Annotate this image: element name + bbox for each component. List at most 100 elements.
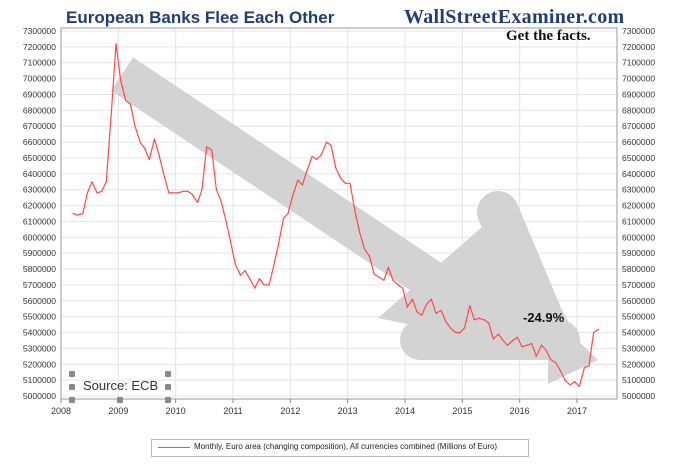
source-label: Source: ECB (83, 378, 159, 393)
data-point (187, 190, 189, 192)
legend: Monthly, Euro area (changing composition… (151, 439, 529, 457)
percent-change-label: -24.9% (523, 310, 565, 325)
data-point (191, 193, 193, 196)
data-point (593, 331, 595, 334)
data-point (540, 344, 543, 346)
data-point (426, 303, 428, 305)
y-tick-label-left: 6400000 (23, 169, 56, 179)
data-point (163, 173, 165, 175)
y-tick-label-right: 6700000 (622, 121, 655, 131)
data-point (220, 200, 222, 202)
data-point (574, 381, 576, 383)
y-tick-label-right: 5900000 (622, 248, 655, 258)
data-point (110, 109, 113, 111)
brand-logo: WallStreetExaminer.com (404, 6, 625, 28)
data-point (244, 270, 246, 272)
y-tick-label-left: 6900000 (23, 89, 56, 99)
resize-handle-ne[interactable] (165, 371, 171, 377)
data-point (483, 319, 485, 321)
y-tick-label-left: 5000000 (23, 391, 56, 401)
y-tick-label-right: 5500000 (622, 312, 655, 322)
y-tick-label-left: 5200000 (23, 359, 56, 369)
brand-tagline: Get the facts. (506, 28, 591, 44)
data-point (182, 190, 184, 192)
data-point (311, 155, 313, 157)
data-point (564, 379, 566, 381)
trend-arrow-shaft (110, 57, 458, 307)
legend-label: Monthly, Euro area (changing composition… (194, 442, 498, 451)
y-tick-label-left: 5500000 (23, 312, 56, 322)
data-point (416, 311, 418, 313)
data-point (354, 211, 356, 213)
resize-handle-nw[interactable] (69, 371, 75, 377)
resize-handle-sw[interactable] (69, 397, 75, 403)
y-tick-label-right: 7200000 (622, 42, 655, 52)
data-point (349, 182, 351, 184)
y-tick-label-right: 7300000 (622, 26, 655, 36)
data-point (215, 189, 217, 191)
data-point (158, 154, 160, 156)
data-point (206, 146, 208, 148)
y-tick-label-left: 7000000 (23, 74, 56, 84)
curved-arrow-shaft (477, 191, 561, 333)
y-tick-label-left: 6500000 (23, 153, 56, 163)
x-tick-label: 2017 (567, 406, 587, 416)
data-point (550, 358, 552, 361)
y-tick-label-right: 7100000 (622, 58, 655, 68)
data-point (373, 273, 375, 275)
data-point (234, 263, 236, 265)
data-point (454, 331, 457, 334)
y-tick-label-right: 6600000 (622, 137, 655, 147)
data-point (292, 195, 294, 197)
data-point (478, 317, 480, 319)
data-point (249, 277, 251, 280)
data-point (148, 158, 150, 161)
y-tick-label-right: 6900000 (622, 89, 655, 99)
resize-handle-w[interactable] (69, 384, 75, 390)
data-point (263, 284, 265, 286)
data-point (139, 141, 141, 143)
data-point (82, 212, 84, 215)
data-point (297, 179, 299, 181)
data-point (239, 274, 242, 276)
data-point (502, 339, 504, 342)
y-tick-label-left: 6600000 (23, 137, 56, 147)
data-point (531, 343, 533, 345)
data-point (512, 339, 514, 342)
data-point (177, 192, 179, 194)
data-point (144, 147, 146, 150)
data-point (435, 312, 437, 315)
data-point (105, 181, 107, 183)
data-point (196, 201, 199, 203)
y-tick-label-right: 5100000 (622, 375, 655, 385)
resize-handle-s[interactable] (117, 397, 123, 403)
x-tick-label: 2015 (452, 406, 472, 416)
data-point (497, 333, 500, 335)
data-point (325, 141, 328, 143)
resize-handle-se[interactable] (165, 397, 171, 403)
data-point (335, 166, 337, 169)
data-point (430, 298, 432, 300)
y-tick-label-left: 6300000 (23, 185, 56, 195)
data-point (440, 309, 442, 311)
data-point (492, 338, 494, 340)
data-point (282, 217, 285, 219)
data-point (469, 304, 471, 307)
data-point (96, 192, 98, 194)
resize-handle-e[interactable] (165, 384, 171, 390)
data-point (277, 244, 279, 246)
data-point (406, 306, 408, 308)
legend-swatch (158, 447, 190, 448)
source-box[interactable]: Source: ECB (69, 371, 171, 403)
y-tick-label-left: 5600000 (23, 296, 56, 306)
data-point (72, 212, 74, 215)
curved-arrow-head (548, 312, 598, 384)
data-point (464, 327, 466, 329)
data-point (168, 192, 170, 194)
data-point (330, 144, 332, 146)
data-point (387, 266, 389, 269)
y-tick-label-left: 6700000 (23, 121, 56, 131)
y-tick-label-left: 6200000 (23, 201, 56, 211)
y-tick-label-right: 5800000 (622, 264, 655, 274)
